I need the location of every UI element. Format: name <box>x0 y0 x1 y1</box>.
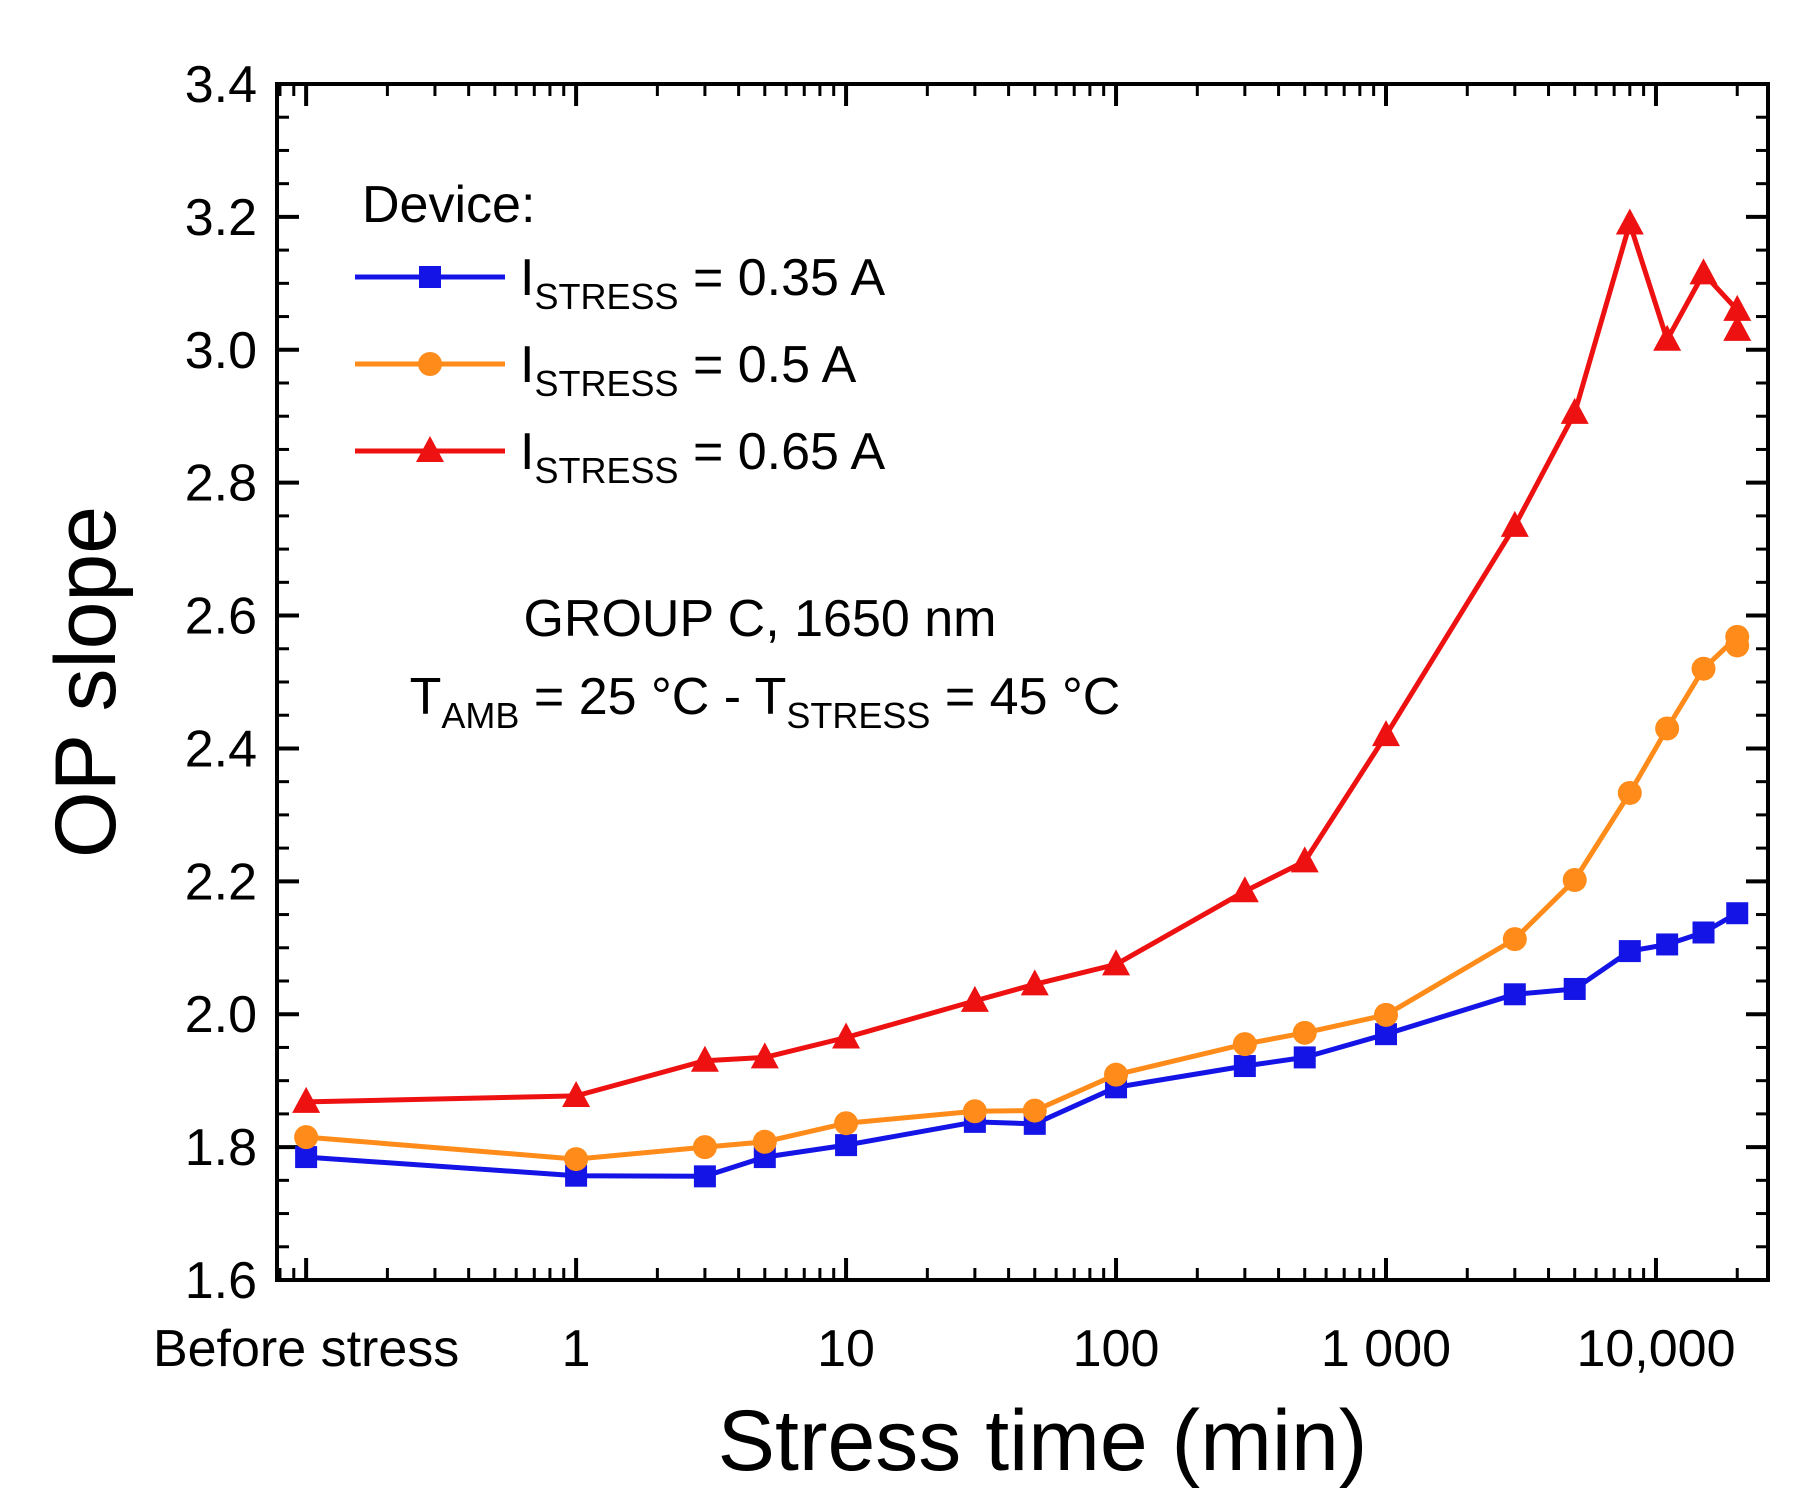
legend-label-sub: STRESS <box>534 363 678 404</box>
data-point <box>1655 716 1680 741</box>
y-axis-title: OP slope <box>38 506 134 858</box>
data-point <box>1726 902 1749 925</box>
data-series <box>292 208 1752 1188</box>
x-tick-label: 10 <box>817 1320 875 1378</box>
data-point <box>1656 933 1679 956</box>
data-point <box>960 985 989 1012</box>
data-point <box>1375 1023 1398 1046</box>
x-axis-title: Stress time (min) <box>718 1393 1368 1489</box>
data-point <box>1653 324 1682 351</box>
legend-label: ISTRESS = 0.65 A <box>520 423 886 491</box>
x-tick-label: 100 <box>1073 1320 1160 1378</box>
series-square <box>295 902 1749 1188</box>
data-point <box>1372 720 1401 747</box>
legend-label-main: I <box>520 336 534 394</box>
x-tick-label: 1 000 <box>1321 1320 1451 1378</box>
data-point <box>750 1042 779 1069</box>
data-point <box>693 1165 716 1188</box>
data-point <box>1562 868 1587 893</box>
legend-item: ISTRESS = 0.5 A <box>355 336 857 404</box>
x-tick-label: 1 <box>562 1320 591 1378</box>
data-point <box>1292 1020 1317 1045</box>
data-point <box>295 1146 318 1169</box>
y-tick-label: 2.4 <box>185 720 257 778</box>
data-point <box>565 1164 588 1187</box>
data-point <box>1102 949 1131 976</box>
data-point <box>564 1147 589 1172</box>
annotation-temperature-label: TAMB = 25 °C - TSTRESS = 45 °C <box>410 668 1121 736</box>
data-point <box>835 1134 858 1157</box>
data-point <box>1020 969 1049 996</box>
x-tick-labels: Before stress 1 10 100 1 000 10,000 <box>153 1320 1736 1378</box>
legend-item: ISTRESS = 0.35 A <box>355 249 886 317</box>
series-triangle <box>292 208 1752 1113</box>
x-tick-label: 10,000 <box>1576 1320 1735 1378</box>
data-point <box>1500 510 1529 537</box>
data-point <box>1725 633 1750 658</box>
data-point <box>1692 921 1715 944</box>
data-point <box>1691 656 1716 681</box>
data-point <box>1232 1032 1257 1057</box>
data-point <box>1617 780 1642 805</box>
data-point <box>1723 314 1752 341</box>
plot-frame <box>275 82 1770 1282</box>
annotation: GROUP C, 1650 nm TAMB = 25 °C - TSTRESS … <box>410 590 1121 736</box>
legend-label-suffix: = 0.65 A <box>679 423 886 481</box>
legend-item: ISTRESS = 0.65 A <box>355 423 886 491</box>
data-point <box>292 1086 321 1113</box>
legend-label: ISTRESS = 0.5 A <box>520 336 857 404</box>
y-tick-label: 3.2 <box>185 189 257 247</box>
y-tick-label: 2.8 <box>185 455 257 513</box>
data-point <box>1022 1098 1047 1123</box>
y-tick-label: 1.6 <box>185 1252 257 1310</box>
data-point <box>692 1135 717 1160</box>
legend-label-suffix: = 0.35 A <box>679 249 886 307</box>
data-point <box>1689 258 1718 285</box>
data-point <box>1293 1046 1316 1069</box>
data-point <box>1560 397 1589 424</box>
y-tick-label: 2.0 <box>185 986 257 1044</box>
legend-label-sub: STRESS <box>534 450 678 491</box>
legend-title: Device: <box>362 176 535 234</box>
x-tick-label: Before stress <box>153 1320 459 1378</box>
data-point <box>1503 983 1526 1006</box>
y-tick-label: 2.6 <box>185 588 257 646</box>
y-tick-label: 2.2 <box>185 853 257 911</box>
series-circle <box>294 624 1750 1172</box>
y-tick-label: 3.0 <box>185 322 257 380</box>
legend-label: ISTRESS = 0.35 A <box>520 249 886 317</box>
data-point <box>752 1129 777 1154</box>
data-point <box>690 1045 719 1072</box>
legend-label-sub: STRESS <box>534 276 678 317</box>
legend-marker <box>418 352 442 376</box>
data-point <box>1233 1055 1256 1078</box>
y-tick-labels: 1.6 1.8 2.0 2.2 2.4 2.6 2.8 3.0 3.2 3.4 <box>185 56 257 1310</box>
series-line <box>306 221 1740 1105</box>
data-point <box>1374 1002 1399 1027</box>
data-point <box>832 1022 861 1049</box>
y-tick-label: 1.8 <box>185 1119 257 1177</box>
legend-label-suffix: = 0.5 A <box>679 336 857 394</box>
data-point <box>962 1099 987 1124</box>
legend-marker <box>416 436 444 462</box>
data-point <box>1615 208 1644 235</box>
data-point <box>1618 940 1641 963</box>
data-point <box>294 1125 319 1150</box>
data-point <box>1502 927 1527 952</box>
data-point <box>1723 294 1752 321</box>
data-point <box>834 1111 859 1136</box>
legend-marker <box>419 266 441 288</box>
data-point <box>1230 876 1259 903</box>
annotation-group-label: GROUP C, 1650 nm <box>523 590 996 648</box>
data-point <box>1104 1062 1129 1087</box>
data-point <box>1563 977 1586 1000</box>
y-tick-label: 3.4 <box>185 56 257 114</box>
data-point <box>562 1080 591 1107</box>
legend-label-main: I <box>520 249 534 307</box>
data-point <box>1290 846 1319 873</box>
legend-label-main: I <box>520 423 534 481</box>
